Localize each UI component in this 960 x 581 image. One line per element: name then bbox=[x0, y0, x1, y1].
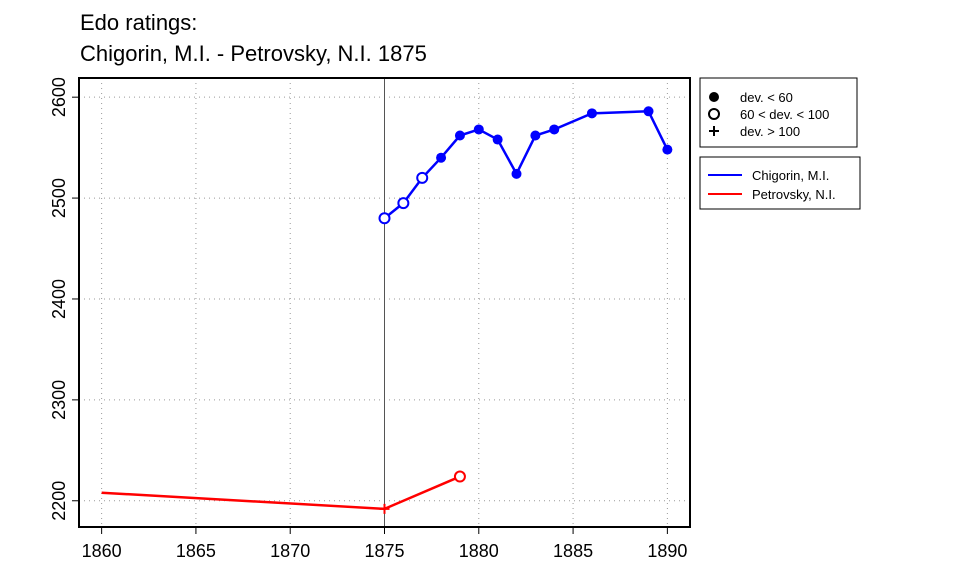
marker bbox=[416, 171, 429, 184]
marker bbox=[454, 130, 465, 141]
x-tick-label: 1890 bbox=[647, 541, 687, 561]
series-line bbox=[383, 110, 669, 220]
marker bbox=[662, 144, 673, 155]
marker bbox=[473, 124, 484, 135]
marker bbox=[378, 212, 391, 225]
marker bbox=[511, 168, 522, 179]
x-tick-label: 1875 bbox=[364, 541, 404, 561]
legend-box bbox=[699, 77, 858, 148]
plot-frame bbox=[78, 77, 691, 528]
marker bbox=[709, 126, 719, 136]
marker bbox=[379, 503, 390, 514]
legend-label: Petrovsky, N.I. bbox=[752, 187, 836, 202]
marker bbox=[709, 92, 719, 102]
marker bbox=[549, 124, 560, 135]
legend-label: 60 < dev. < 100 bbox=[740, 107, 829, 122]
x-tick-label: 1870 bbox=[270, 541, 310, 561]
legend-label: Chigorin, M.I. bbox=[752, 168, 829, 183]
series-line bbox=[101, 475, 461, 511]
marker bbox=[643, 106, 654, 117]
legend-label: dev. > 100 bbox=[740, 124, 800, 139]
marker bbox=[586, 108, 597, 119]
chart-subtitle: Chigorin, M.I. - Petrovsky, N.I. 1875 bbox=[80, 41, 427, 66]
x-tick-label: 1865 bbox=[176, 541, 216, 561]
y-tick-label: 2300 bbox=[49, 380, 69, 420]
legend-label: dev. < 60 bbox=[740, 90, 793, 105]
legend-box bbox=[699, 156, 861, 210]
y-tick-label: 2600 bbox=[49, 77, 69, 117]
marker bbox=[436, 152, 447, 163]
chart-title: Edo ratings: bbox=[80, 10, 197, 35]
marker bbox=[492, 134, 503, 145]
y-tick-label: 2500 bbox=[49, 178, 69, 218]
marker bbox=[708, 108, 720, 120]
x-tick-label: 1885 bbox=[553, 541, 593, 561]
marker bbox=[530, 130, 541, 141]
marker bbox=[397, 197, 410, 210]
x-tick-label: 1860 bbox=[82, 541, 122, 561]
marker bbox=[453, 470, 466, 483]
x-tick-label: 1880 bbox=[459, 541, 499, 561]
y-tick-label: 2400 bbox=[49, 279, 69, 319]
y-tick-label: 2200 bbox=[49, 481, 69, 521]
